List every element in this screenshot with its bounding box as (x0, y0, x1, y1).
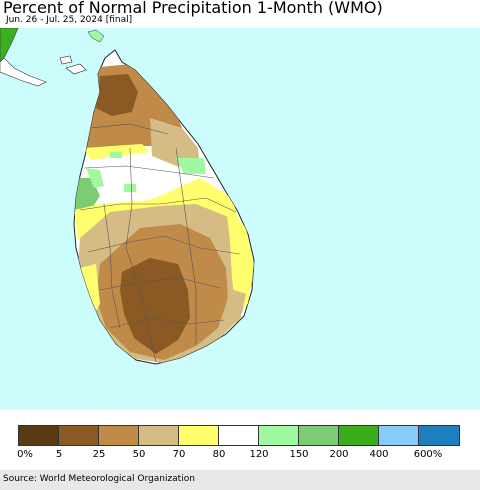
legend-tick-2: 25 (92, 449, 106, 460)
legend-swatch-6 (259, 426, 299, 445)
legend-tick-10: 600% (413, 449, 443, 460)
legend-tick-8: 200 (329, 449, 349, 460)
source-text: Source: World Meteorological Organizatio… (3, 474, 195, 484)
india-landmass (0, 28, 19, 63)
region-southwest-yellow (80, 264, 100, 318)
legend-tick-6: 120 (249, 449, 269, 460)
region-north-dark (96, 74, 138, 116)
region-south-dark (120, 258, 190, 354)
legend-tick-4: 70 (172, 449, 186, 460)
region-southeast-tan (226, 288, 246, 328)
islet-north-2 (59, 55, 73, 65)
legend-tick-7: 150 (289, 449, 309, 460)
legend-swatch-7 (299, 426, 339, 445)
precipitation-map (0, 28, 480, 410)
legend-swatch-4 (179, 426, 219, 445)
legend-swatch-3 (139, 426, 179, 445)
islet-north (65, 63, 87, 75)
color-legend (18, 425, 460, 446)
india-tip (87, 29, 105, 43)
region-north-tan (150, 118, 200, 168)
legend-swatch-10 (419, 426, 459, 445)
legend-swatch-2 (99, 426, 139, 445)
map-title: Percent of Normal Precipitation 1-Month … (3, 0, 383, 17)
map-canvas (0, 28, 255, 365)
district-boundaries (79, 123, 241, 363)
region-east-lightgreen (176, 158, 206, 174)
legend-tick-1: 5 (55, 449, 63, 460)
india-coast-strip (0, 57, 47, 87)
region-west-green (74, 178, 100, 210)
region-small-green (124, 184, 136, 192)
legend-swatch-1 (59, 426, 99, 445)
legend-swatch-5 (219, 426, 259, 445)
region-west-lightgreen (86, 168, 104, 188)
legend-swatch-0 (19, 426, 59, 445)
legend-tick-5: 80 (212, 449, 226, 460)
region-small-green-2 (110, 152, 122, 158)
legend-swatch-8 (339, 426, 379, 445)
legend-tick-0: 0% (17, 449, 33, 460)
map-subtitle: Jun. 26 - Jul. 25, 2024 [final] (6, 15, 133, 25)
legend-tick-9: 400 (369, 449, 389, 460)
region-east-coast-yellow (226, 204, 254, 312)
footer-bar: Source: World Meteorological Organizatio… (0, 470, 480, 490)
legend-tick-3: 50 (132, 449, 146, 460)
legend-swatch-9 (379, 426, 419, 445)
legend-tick-labels: 0% 5 25 50 70 80 120 150 200 400 600% (0, 449, 480, 463)
